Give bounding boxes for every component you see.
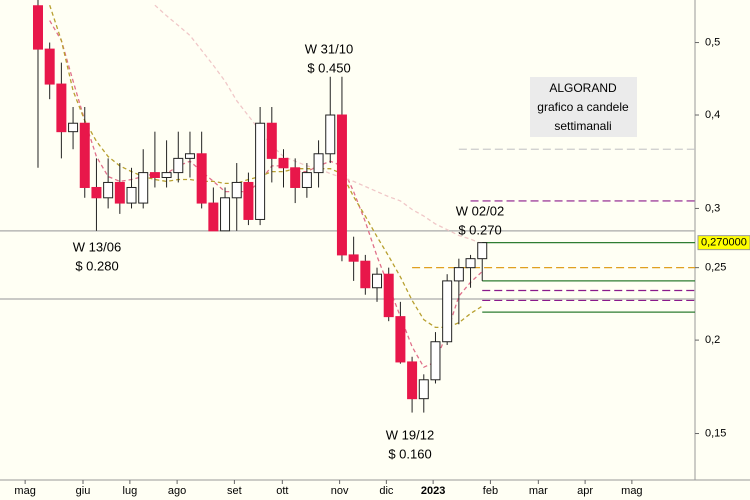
- y-tick-label: 0,25: [705, 262, 726, 274]
- candle-body: [126, 186, 137, 204]
- y-tick-label: 0,2: [705, 334, 720, 346]
- x-tick-label: nov: [331, 485, 349, 497]
- x-tick-label: mag: [621, 485, 642, 497]
- chart-title: settimanali: [554, 119, 611, 133]
- chart-title: grafico a candele: [537, 100, 629, 114]
- x-tick-label: dic: [379, 485, 394, 497]
- y-tick-label: 0,15: [705, 427, 726, 439]
- annotation: $ 0.270: [458, 222, 501, 237]
- x-tick-label: feb: [483, 485, 498, 497]
- x-tick-label: 2023: [421, 485, 445, 497]
- y-tick-label: 0,3: [705, 202, 720, 214]
- price-label-box: [697, 235, 750, 251]
- candle-body: [278, 157, 289, 169]
- candle-body: [196, 153, 207, 204]
- moving-average: [154, 4, 483, 245]
- candle-body: [477, 242, 488, 260]
- candle-body: [372, 273, 383, 289]
- candle-body: [103, 181, 114, 199]
- candle-body: [313, 153, 324, 174]
- title-box: [530, 77, 637, 137]
- candle-body: [161, 172, 172, 178]
- candle-body: [348, 254, 359, 262]
- candle-body: [231, 181, 242, 199]
- annotation: W 31/10: [305, 41, 353, 56]
- x-tick-label: ott: [276, 485, 288, 497]
- annotation: $ 0.450: [307, 60, 350, 75]
- candle-body: [407, 361, 418, 400]
- annotation: $ 0.280: [75, 258, 118, 273]
- candle-body: [453, 267, 464, 282]
- candle-body: [255, 122, 266, 220]
- candle-body: [395, 316, 406, 363]
- candle-body: [91, 186, 102, 199]
- candle-body: [138, 172, 149, 204]
- candle-body: [173, 157, 184, 174]
- x-tick-label: apr: [577, 485, 593, 497]
- candle-body: [430, 341, 441, 381]
- candle-body: [465, 258, 476, 269]
- candle-body: [243, 181, 254, 220]
- x-tick-label: mar: [529, 485, 548, 497]
- candle-body: [68, 122, 79, 133]
- candle-body: [360, 260, 371, 289]
- candle-body: [56, 83, 67, 133]
- candle-body: [208, 202, 219, 232]
- x-tick-label: lug: [123, 485, 138, 497]
- price-label: 0,270000: [701, 237, 747, 249]
- candle-body: [301, 172, 312, 188]
- candle-body: [220, 197, 231, 232]
- candle-body: [114, 181, 125, 204]
- annotation: W 02/02: [456, 203, 504, 218]
- annotation: W 19/12: [386, 427, 434, 442]
- chart-title: ALGORAND: [549, 81, 617, 95]
- candle-body: [149, 172, 160, 178]
- candle-body: [325, 114, 336, 155]
- y-tick-label: 0,5: [705, 36, 720, 48]
- candle-body: [32, 5, 43, 50]
- candle-body: [418, 379, 429, 400]
- candle-body: [266, 122, 277, 159]
- candle-body: [383, 273, 394, 318]
- x-tick-label: mag: [14, 485, 35, 497]
- candle-body: [442, 280, 453, 343]
- y-tick-label: 0,4: [705, 109, 720, 121]
- moving-average: [49, 20, 483, 369]
- annotation: $ 0.160: [388, 446, 431, 461]
- candle-body: [184, 153, 195, 159]
- annotation: W 13/06: [73, 239, 121, 254]
- candle-body: [79, 122, 90, 188]
- moving-average: [49, 4, 483, 329]
- candle-body: [44, 48, 55, 85]
- x-tick-label: set: [227, 485, 242, 497]
- candle-body: [290, 167, 301, 188]
- x-tick-label: ago: [168, 485, 186, 497]
- x-tick-label: giu: [76, 485, 91, 497]
- candle-body: [336, 114, 347, 256]
